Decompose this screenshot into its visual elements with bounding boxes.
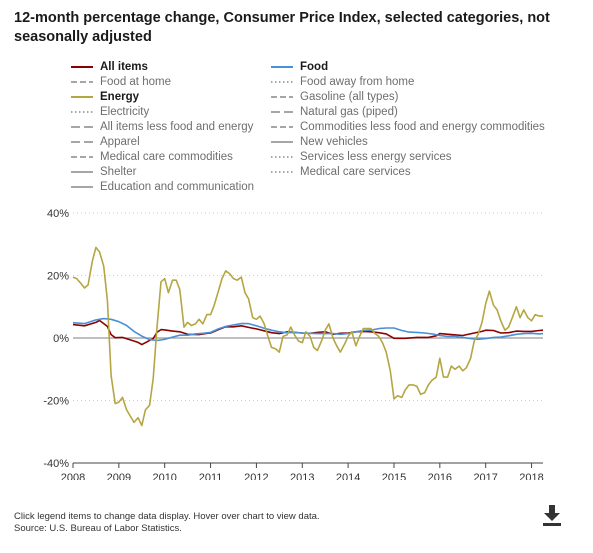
legend-swatch <box>271 170 293 173</box>
x-tick-label: 2016 <box>428 472 452 480</box>
chart-title: 12-month percentage change, Consumer Pri… <box>14 10 550 45</box>
x-tick-label: 2012 <box>244 472 268 480</box>
legend-item-all-items-less-food-and-energy[interactable]: All items less food and energy <box>70 119 253 134</box>
x-tick-label: 2008 <box>61 472 85 480</box>
legend-item-education-and-communication[interactable]: Education and communication <box>70 179 254 194</box>
legend-swatch <box>271 110 293 113</box>
legend-label: Food <box>300 60 329 73</box>
legend-label: Natural gas (piped) <box>300 105 398 118</box>
legend-item-natural-gas-piped[interactable]: Natural gas (piped) <box>270 104 398 119</box>
x-tick-label: 2010 <box>152 472 176 480</box>
legend-item-all-items[interactable]: All items <box>70 59 148 74</box>
x-tick-label: 2017 <box>473 472 497 480</box>
chart-plot[interactable]: -40% -20% 0% 20% 40% 2008 2009 2010 2011 2012 2013… <box>0 200 593 480</box>
legend-label: All items <box>100 60 148 73</box>
x-tick-label: 2009 <box>107 472 131 480</box>
x-tick-label: 2013 <box>290 472 314 480</box>
legend-label: Food away from home <box>300 75 415 88</box>
y-tick-label: 40% <box>47 208 69 220</box>
x-tick-label: 2011 <box>199 472 223 480</box>
legend-swatch <box>271 125 293 128</box>
legend-label: Gasoline (all types) <box>300 90 399 103</box>
legend-label: Energy <box>100 90 139 103</box>
legend-item-food-at-home[interactable]: Food at home <box>70 74 171 89</box>
legend-label: Education and communication <box>100 180 255 193</box>
series-line-energy <box>72 246 543 427</box>
legend-swatch <box>271 95 293 98</box>
legend-label: Food at home <box>100 75 171 88</box>
x-tick-label: 2015 <box>382 472 406 480</box>
legend-label: Medical care services <box>300 165 411 178</box>
legend-item-food-away-from-home[interactable]: Food away from home <box>270 74 414 89</box>
y-tick-label: 0% <box>53 333 69 345</box>
legend-label: Medical care commodities <box>100 150 233 163</box>
legend-swatch <box>71 110 93 113</box>
series-line-food <box>72 317 544 342</box>
legend-swatch <box>271 65 293 68</box>
legend-swatch <box>71 170 93 173</box>
legend-item-new-vehicles[interactable]: New vehicles <box>270 134 368 149</box>
legend-item-services-less-energy-services[interactable]: Services less energy services <box>270 149 451 164</box>
legend-swatch <box>271 80 293 83</box>
legend-label: All items less food and energy <box>100 120 254 133</box>
legend-item-shelter[interactable]: Shelter <box>70 164 136 179</box>
x-tick-label: 2014 <box>336 472 360 480</box>
instructions-note: Click legend items to change data displa… <box>14 511 320 522</box>
legend-swatch <box>271 140 293 143</box>
source-note: Source: U.S. Bureau of Labor Statistics. <box>14 523 182 534</box>
legend-label: Apparel <box>100 135 140 148</box>
legend-label: Shelter <box>100 165 137 178</box>
legend-item-electricity[interactable]: Electricity <box>70 104 149 119</box>
legend-swatch <box>71 155 93 158</box>
legend-item-medical-care-commodities[interactable]: Medical care commodities <box>70 149 233 164</box>
legend-swatch <box>271 155 293 158</box>
legend-swatch <box>71 95 93 98</box>
y-tick-label: -40% <box>43 458 69 470</box>
legend-item-gasoline-all-types[interactable]: Gasoline (all types) <box>270 89 398 104</box>
legend-swatch <box>71 185 93 188</box>
legend-item-commodities-less-food-and-energy-commodities[interactable]: Commodities less food and energy commodi… <box>270 119 545 134</box>
legend-item-medical-care-services[interactable]: Medical care services <box>270 164 411 179</box>
legend-item-apparel[interactable]: Apparel <box>70 134 140 149</box>
legend-label: New vehicles <box>300 135 368 148</box>
chart-notes: Click legend items to change data displa… <box>14 511 320 535</box>
legend-label: Commodities less food and energy commodi… <box>300 120 545 133</box>
legend-label: Services less energy services <box>300 150 452 163</box>
legend-swatch <box>71 80 93 83</box>
legend-swatch <box>71 65 93 68</box>
y-tick-label: 20% <box>47 271 69 283</box>
legend-swatch <box>71 125 93 128</box>
x-tick-label: 2018 <box>519 472 543 480</box>
y-tick-label: -20% <box>43 396 69 408</box>
legend-item-energy[interactable]: Energy <box>70 89 139 104</box>
download-icon[interactable] <box>540 503 564 527</box>
legend-swatch <box>71 140 93 143</box>
legend-label: Electricity <box>100 105 150 118</box>
legend-item-food[interactable]: Food <box>270 59 328 74</box>
